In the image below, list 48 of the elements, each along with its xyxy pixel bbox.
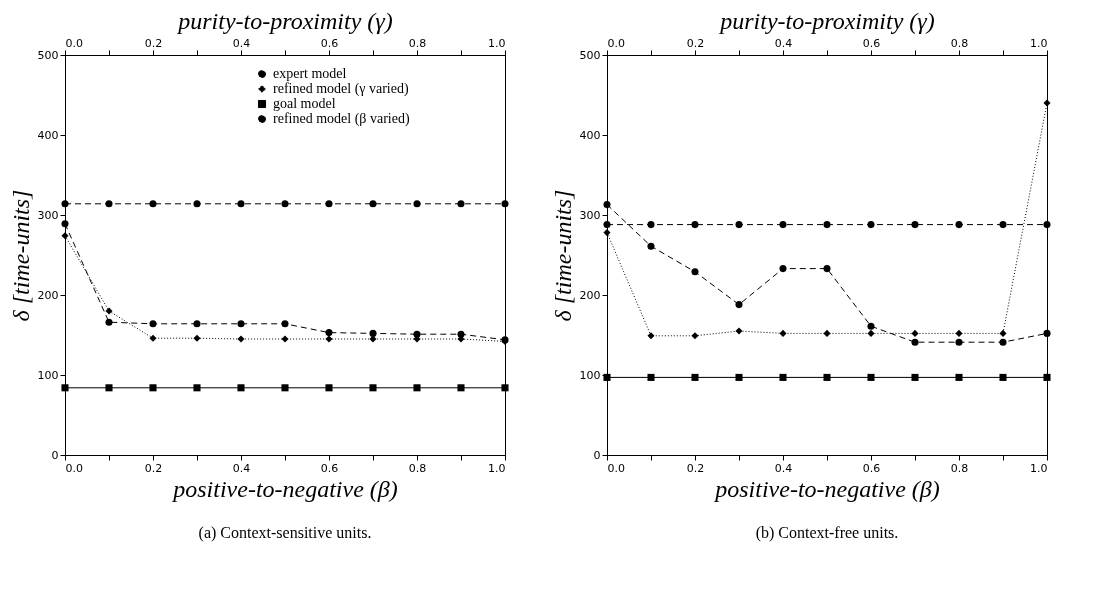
y-tick-label: 500	[37, 48, 59, 62]
x-tick-label: 0.2	[686, 36, 705, 50]
y-tick-label: 300	[579, 208, 601, 222]
x2-tick-label: 0.8	[408, 461, 427, 475]
y-tick-label: 100	[579, 368, 601, 382]
x2-tick-label: 0.8	[950, 461, 969, 475]
x2-tick-label: 0.6	[862, 461, 881, 475]
x2-axis-title: purity-to-proximity (γ)	[176, 7, 393, 34]
x2-tick-label: 0.2	[144, 461, 163, 475]
y-axis-title: δ [time-units]	[7, 189, 34, 322]
legend-label: goal model	[273, 96, 336, 111]
x-tick-label: 0.0	[65, 36, 83, 50]
x-tick-label: 0.6	[320, 36, 339, 50]
x-tick-label: 0.0	[607, 36, 625, 50]
y-tick-label: 200	[579, 288, 601, 302]
y-tick-label: 400	[579, 128, 601, 142]
y-tick-label: 500	[579, 48, 601, 62]
x-tick-label: 0.6	[862, 36, 881, 50]
x2-tick-label: 1.0	[488, 461, 506, 475]
x2-tick-label: 0.2	[686, 461, 705, 475]
y-tick-label: 300	[37, 208, 59, 222]
x-tick-label: 0.2	[144, 36, 163, 50]
x-axis-title: positive-to-negative (β)	[713, 475, 940, 502]
x-tick-label: 1.0	[1030, 36, 1048, 50]
y-tick-label: 100	[37, 368, 59, 382]
y-tick-label: 400	[37, 128, 59, 142]
x-tick-label: 0.4	[232, 36, 251, 50]
legend-label: refined model (γ varied)	[273, 81, 409, 97]
legend-label: expert model	[273, 66, 347, 81]
y-tick-label: 0	[593, 448, 601, 462]
x2-tick-label: 0.0	[607, 461, 625, 475]
legend-label: refined model (β varied)	[273, 111, 410, 127]
y-tick-label: 0	[51, 448, 59, 462]
x2-tick-label: 0.6	[320, 461, 339, 475]
x2-axis-title: purity-to-proximity (γ)	[718, 7, 935, 34]
x-tick-label: 0.8	[950, 36, 969, 50]
x-tick-label: 0.4	[774, 36, 793, 50]
y-tick-label: 200	[37, 288, 59, 302]
text: (b) Context-free units.	[755, 524, 899, 542]
x-axis-title: positive-to-negative (β)	[171, 475, 398, 502]
x2-tick-label: 1.0	[1030, 461, 1048, 475]
x2-tick-label: 0.0	[65, 461, 83, 475]
x-tick-label: 1.0	[488, 36, 506, 50]
x2-tick-label: 0.4	[232, 461, 251, 475]
text: (a) Context-sensitive units.	[198, 524, 372, 542]
x-tick-label: 0.8	[408, 36, 427, 50]
y-axis-title: δ [time-units]	[549, 189, 576, 322]
x2-tick-label: 0.4	[774, 461, 793, 475]
